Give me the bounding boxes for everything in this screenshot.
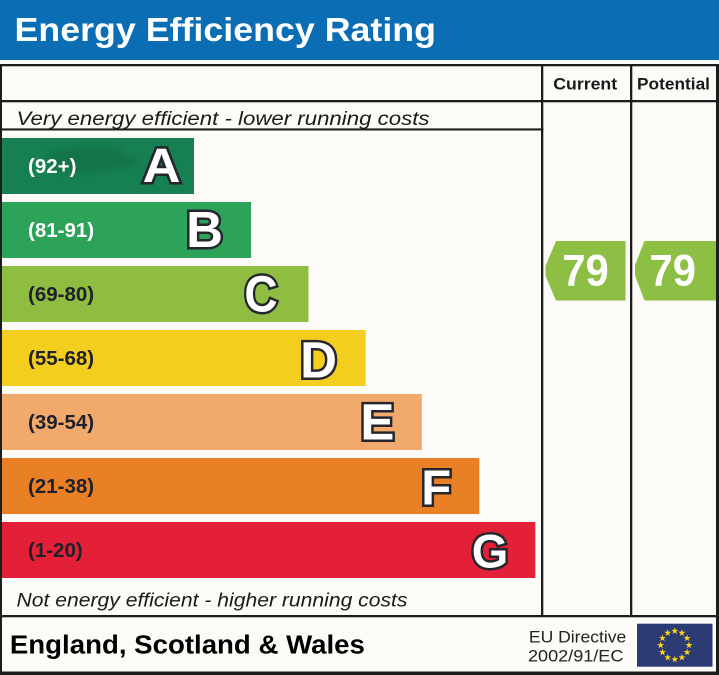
svg-text:Energy Efficiency Rating: Energy Efficiency Rating <box>15 12 437 49</box>
svg-text:(81-91): (81-91) <box>28 219 94 242</box>
svg-text:Current: Current <box>553 75 617 93</box>
svg-text:C: C <box>244 266 277 323</box>
svg-text:E: E <box>360 394 394 451</box>
svg-text:Very energy efficient - lower: Very energy efficient - lower running co… <box>17 108 430 130</box>
svg-text:79: 79 <box>562 246 609 295</box>
svg-text:(92+): (92+) <box>28 155 76 178</box>
svg-text:79: 79 <box>650 246 697 295</box>
svg-text:D: D <box>300 332 337 389</box>
svg-text:B: B <box>186 201 223 258</box>
svg-text:EU Directive: EU Directive <box>529 629 626 647</box>
svg-text:(55-68): (55-68) <box>28 347 94 370</box>
svg-text:2002/91/EC: 2002/91/EC <box>528 648 624 666</box>
svg-text:England, Scotland & Wales: England, Scotland & Wales <box>10 630 365 660</box>
svg-text:(69-80): (69-80) <box>28 283 94 306</box>
svg-text:(21-38): (21-38) <box>28 475 94 498</box>
svg-text:F: F <box>421 461 451 515</box>
svg-text:G: G <box>472 524 509 577</box>
svg-text:(39-54): (39-54) <box>28 411 94 434</box>
svg-text:Potential: Potential <box>637 75 710 93</box>
svg-text:Not energy efficient - higher: Not energy efficient - higher running co… <box>17 589 408 611</box>
svg-text:A: A <box>143 140 181 193</box>
svg-text:(1-20): (1-20) <box>28 539 83 562</box>
